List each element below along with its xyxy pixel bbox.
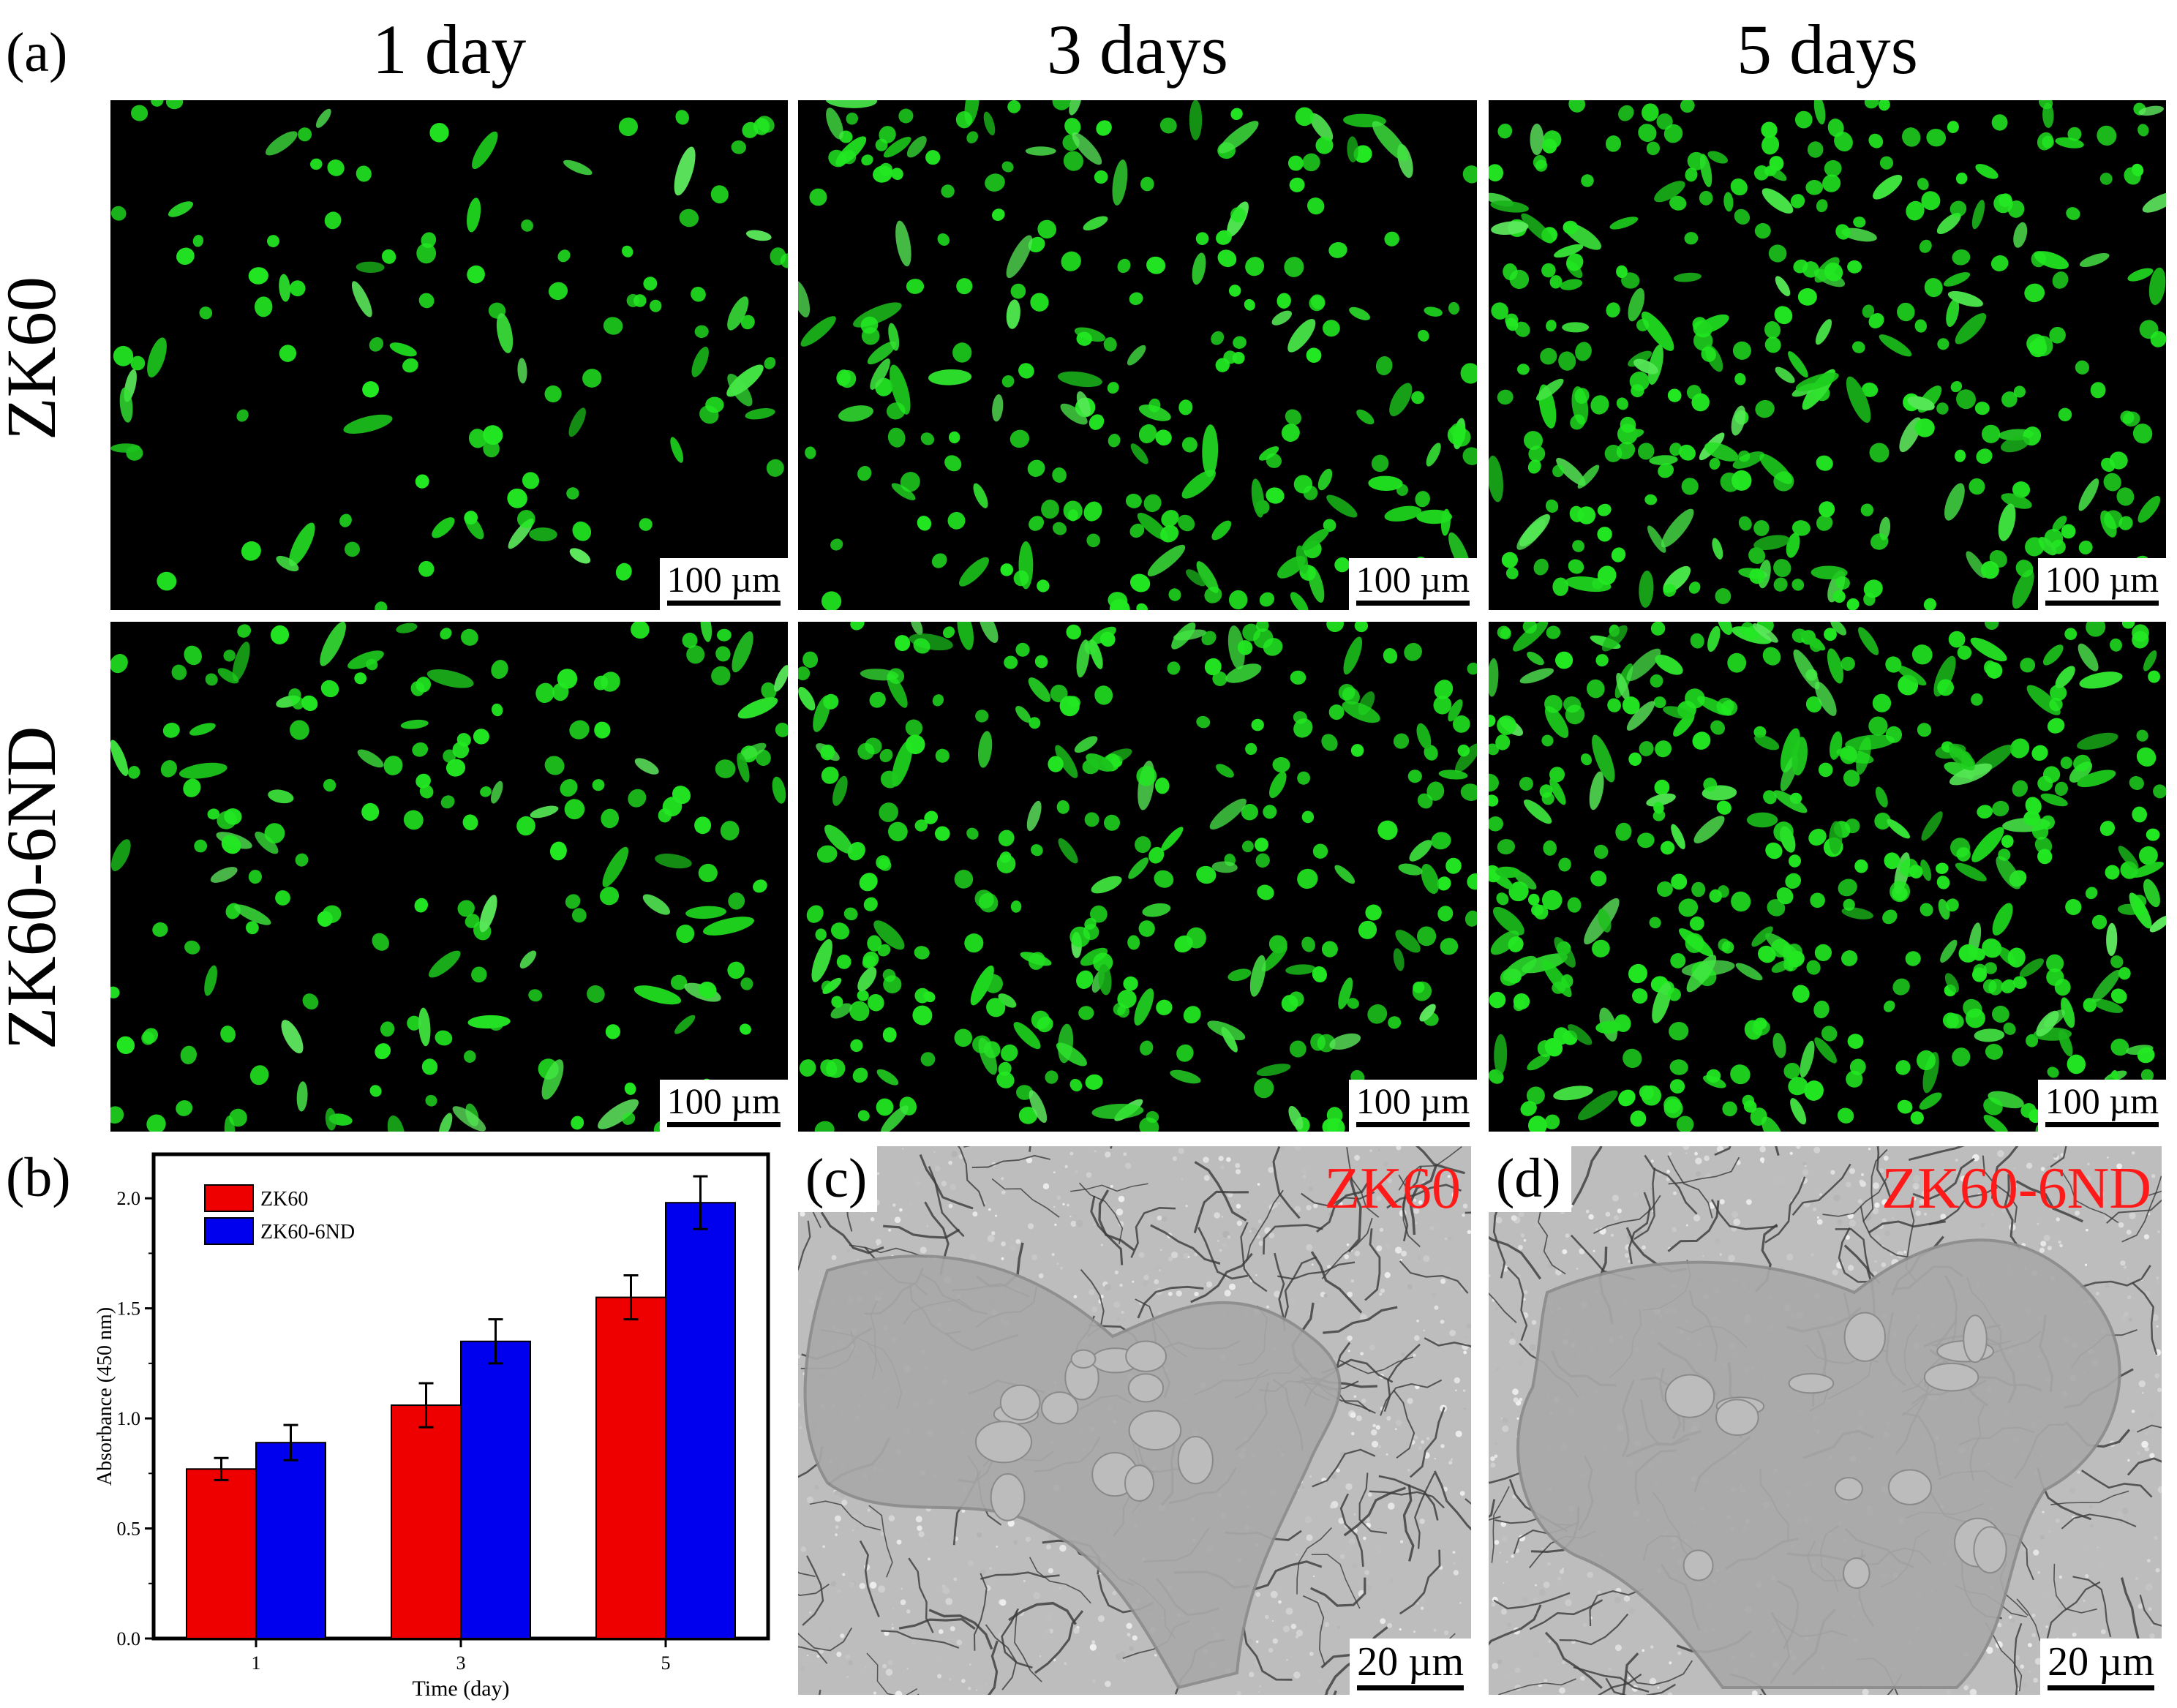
x-tick-label: 3 [456,1652,466,1674]
legend-label: ZK60 [260,1188,308,1211]
bar-zk60-1 [186,1468,257,1639]
cell-texture [1489,100,2166,610]
scale-bar: 100 µm [2037,558,2166,610]
legend-swatch-zk60-6nd [204,1217,254,1245]
micrograph-zk60-3-days: 100 µm [798,100,1477,610]
micrograph-zk60-6nd-5-days: 100 µm [1489,622,2166,1132]
bar-zk60-6nd-1 [255,1442,326,1639]
bar-zk60-6nd-3 [460,1340,531,1639]
scale-bar-label: 100 µm [1356,559,1470,600]
x-tick-label: 5 [661,1652,671,1674]
cell-texture [1489,622,2166,1132]
scale-bar-label: 100 µm [666,559,781,600]
y-tick-label: 2.0 [117,1188,141,1209]
panel-a-label: (a) [6,22,68,83]
scale-bar: 100 µm [1348,1080,1477,1132]
panel-c-label: (c) [798,1146,878,1212]
y-axis-label: Absorbance (450 nm) [94,1307,116,1486]
cell-texture [110,100,788,610]
scale-bar-label: 100 µm [666,1080,781,1121]
row-title-zk60: ZK60 [0,276,70,440]
bar-zk60-3 [391,1404,462,1639]
scale-bar-line [1356,1122,1470,1127]
panel-d-label: (d) [1489,1146,1571,1212]
micrograph-zk60-1-day: 100 µm [110,100,788,610]
cell-texture [798,622,1477,1132]
sem-material-label: ZK60-6ND [1881,1156,2151,1221]
scale-bar-label: 20 µm [1357,1639,1464,1685]
sem-image-zk60: (c) ZK60 20 µm [798,1146,1471,1695]
bar-zk60-5 [595,1296,666,1639]
scale-bar: 100 µm [659,558,788,610]
absorbance-bar-chart: 0.0 0.5 1.0 1.5 2.0 1 3 5 Time (day) Absorbance (… [73,1141,783,1704]
scale-bar: 100 µm [659,1080,788,1132]
scale-bar: 20 µm [2040,1639,2162,1695]
sem-image-zk60-6nd: (d) ZK60-6ND 20 µm [1489,1146,2162,1695]
sem-texture [1489,1146,2162,1695]
micrograph-zk60-6nd-1-day: 100 µm [110,622,788,1132]
column-title-1-day: 1 day [372,10,527,89]
scale-bar-line [2045,601,2159,606]
bar-zk60-6nd-5 [665,1202,736,1639]
column-title-5-days: 5 days [1737,10,1918,89]
micrograph-zk60-6nd-3-days: 100 µm [798,622,1477,1132]
scale-bar-label: 20 µm [2048,1639,2154,1685]
row-title-zk60-6nd: ZK60-6ND [0,726,70,1050]
scale-bar: 20 µm [1350,1639,1471,1695]
y-tick-label: 1.5 [117,1298,141,1320]
cell-texture [798,100,1477,610]
scale-bar-line [1356,601,1470,606]
scale-bar-line [666,601,781,606]
sem-texture [798,1146,1471,1695]
micrograph-zk60-5-days: 100 µm [1489,100,2166,610]
legend-label: ZK60-6ND [260,1221,355,1244]
y-tick-label: 0.5 [117,1519,141,1540]
scale-bar-line [2048,1685,2154,1690]
y-tick-label: 0.0 [117,1628,141,1649]
cell-texture [110,622,788,1132]
sem-material-label: ZK60 [1324,1156,1461,1221]
scale-bar: 100 µm [1348,558,1477,610]
panel-b-label: (b) [6,1147,71,1208]
scale-bar: 100 µm [2037,1080,2166,1132]
x-tick-label: 1 [252,1652,261,1674]
scale-bar-label: 100 µm [1356,1080,1470,1121]
y-tick-label: 1.0 [117,1408,141,1429]
x-axis-label: Time (day) [412,1677,509,1701]
legend-swatch-zk60 [204,1184,254,1212]
scale-bar-line [666,1122,781,1127]
column-title-3-days: 3 days [1047,10,1228,89]
scale-bar-line [2045,1122,2159,1127]
scale-bar-label: 100 µm [2045,559,2159,600]
scale-bar-line [1357,1685,1464,1690]
scale-bar-label: 100 µm [2045,1080,2159,1121]
